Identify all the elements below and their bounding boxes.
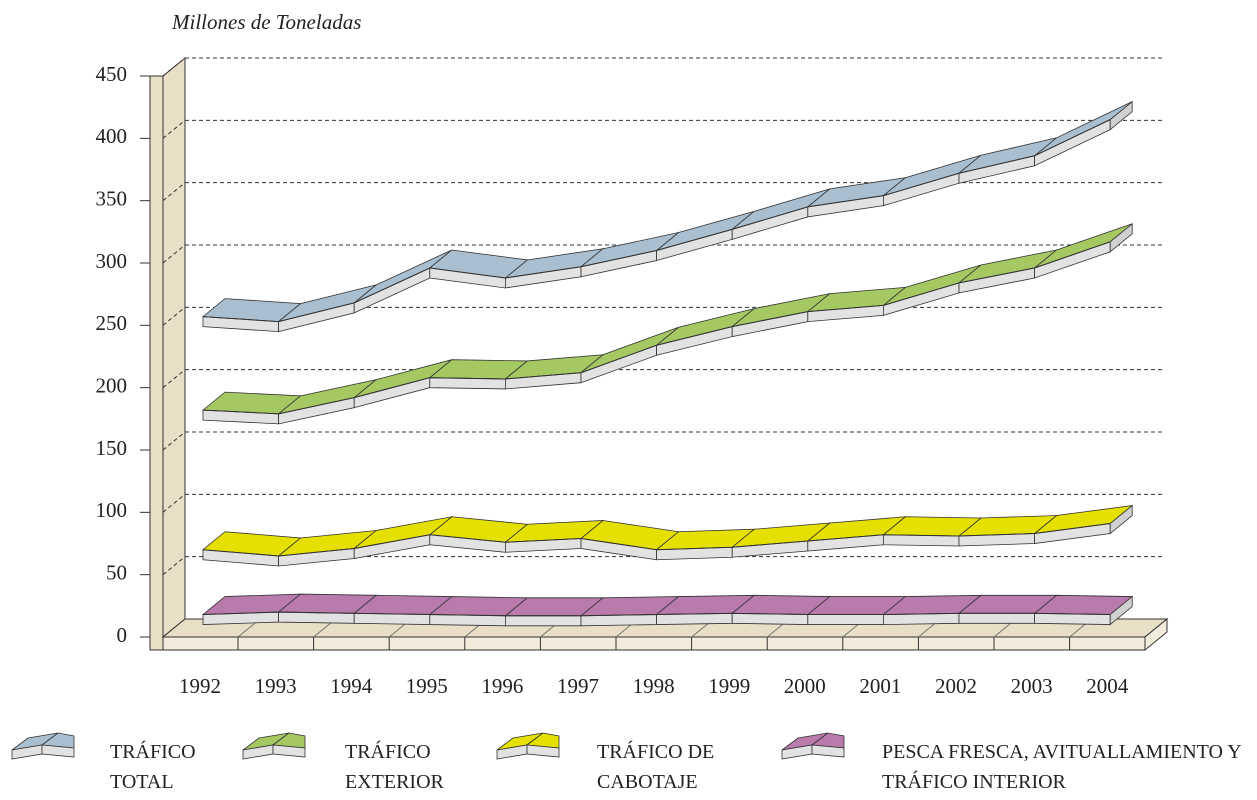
x-tick-label: 1994 [330, 674, 373, 698]
x-tick-label: 1995 [406, 674, 448, 698]
wall-front [149, 75, 164, 651]
grid-line [162, 431, 186, 451]
ribbon-end [1109, 222, 1133, 253]
grid-line [162, 306, 186, 326]
ribbon-end [1109, 595, 1133, 626]
legend-label: TRÁFICO EXTERIOR [345, 741, 444, 793]
grid-line [162, 119, 186, 139]
x-tick-label: 1992 [179, 674, 221, 698]
y-tick-label: 250 [96, 311, 128, 335]
y-tick-label: 350 [96, 186, 128, 210]
series-line [202, 523, 1111, 557]
ribbon-side [353, 612, 431, 625]
legend-side [41, 744, 75, 758]
ribbon-side [807, 614, 884, 625]
ribbon-side [278, 611, 355, 624]
legend-side [526, 744, 560, 758]
x-tick-label: 1999 [708, 674, 750, 698]
legend-label: PESCA FRESCA, AVITUALLAMIENTO Y TRÁFICO … [882, 741, 1241, 793]
legend-icon [242, 732, 306, 760]
ribbon-side [580, 614, 657, 627]
y-tick-label: 300 [96, 249, 128, 273]
ribbon-side [429, 377, 506, 390]
x-tick-label: 1998 [633, 674, 675, 698]
y-tick-label: 50 [106, 560, 127, 584]
y-tick-label: 100 [96, 498, 128, 522]
x-tick-label: 2004 [1086, 674, 1129, 698]
ribbon-side [656, 612, 733, 625]
x-tick-label: 2003 [1011, 674, 1053, 698]
ribbon-top [1034, 101, 1133, 157]
ribbon-side [1034, 612, 1111, 625]
grid-line [162, 57, 186, 77]
grid-line [162, 369, 186, 389]
ribbon-side [504, 615, 582, 627]
x-tick-label: 1996 [481, 674, 523, 698]
ribbon-end [1109, 504, 1133, 535]
grid-line [162, 182, 186, 202]
ribbon-end [1109, 100, 1133, 131]
x-tick-label: 1993 [255, 674, 297, 698]
legend-icon [496, 732, 560, 760]
y-tick-label: 400 [96, 124, 128, 148]
x-tick-label: 2000 [784, 674, 826, 698]
ribbon-side [731, 612, 809, 625]
series-line [202, 119, 1111, 323]
legend-icon [781, 732, 845, 760]
y-tick-label: 200 [96, 373, 128, 397]
chart-title: Millones de Toneladas [171, 10, 361, 34]
series-line [202, 611, 1111, 617]
y-tick-label: 0 [117, 623, 128, 647]
floor-side [1144, 617, 1168, 652]
ribbon-side [958, 612, 1035, 624]
legend-side [811, 744, 845, 758]
series-line [202, 241, 1111, 415]
y-tick-label: 150 [96, 436, 128, 460]
legend-icon [11, 732, 75, 760]
ribbon-side [883, 534, 960, 547]
back-wall [162, 56, 186, 639]
ribbon-side [429, 614, 506, 627]
floor-front [162, 636, 1146, 651]
ribbon-side [883, 612, 960, 625]
x-tick-label: 2002 [935, 674, 977, 698]
grid-line [162, 493, 186, 513]
grid-line [162, 244, 186, 264]
legend-label: TRÁFICO TOTAL [110, 741, 196, 793]
legend-label: TRÁFICO DE CABOTAJE [597, 741, 715, 793]
legend-side [272, 744, 306, 758]
x-tick-label: 1997 [557, 674, 599, 698]
grid-line [162, 556, 186, 576]
y-tick-label: 450 [96, 62, 128, 86]
x-tick-label: 2001 [859, 674, 901, 698]
